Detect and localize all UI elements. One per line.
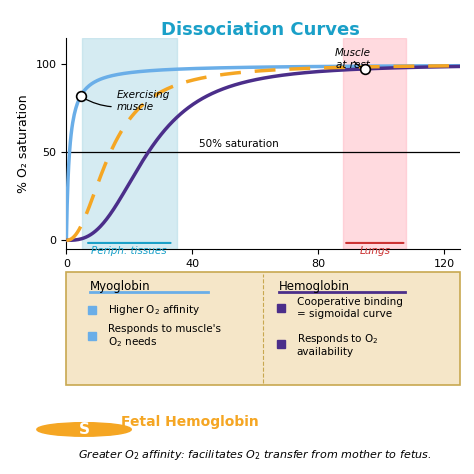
Text: Muscle
at rest: Muscle at rest <box>335 48 371 70</box>
Bar <box>343 38 406 249</box>
Text: Dissociation Curves: Dissociation Curves <box>161 21 360 39</box>
Text: Responds to O$_2$
availability: Responds to O$_2$ availability <box>297 332 378 357</box>
Text: $\bf{S}$: $\bf{S}$ <box>78 421 90 438</box>
Text: Higher O$_2$ affinity: Higher O$_2$ affinity <box>108 303 200 318</box>
Text: Fetal Hemoglobin: Fetal Hemoglobin <box>121 415 259 429</box>
Text: Cooperative binding
= sigmoidal curve: Cooperative binding = sigmoidal curve <box>297 297 402 319</box>
X-axis label: Partial pressure (torr): Partial pressure (torr) <box>196 274 330 287</box>
Text: Periph. tissues: Periph. tissues <box>91 246 167 256</box>
Circle shape <box>37 423 131 436</box>
Text: Lungs: Lungs <box>359 246 390 256</box>
Text: Hemoglobin: Hemoglobin <box>279 280 350 293</box>
Text: Myoglobin: Myoglobin <box>90 280 151 293</box>
Text: Responds to muscle's
O$_2$ needs: Responds to muscle's O$_2$ needs <box>108 324 221 349</box>
FancyBboxPatch shape <box>66 272 460 385</box>
Text: 50% saturation: 50% saturation <box>199 139 278 149</box>
Bar <box>82 38 176 249</box>
Text: Exercising
muscle: Exercising muscle <box>83 91 170 112</box>
Text: Greater O$_2$ affinity: facilitates O$_2$ transfer from mother to fetus.: Greater O$_2$ affinity: facilitates O$_2… <box>78 447 431 462</box>
Y-axis label: % O₂ saturation: % O₂ saturation <box>17 94 30 193</box>
